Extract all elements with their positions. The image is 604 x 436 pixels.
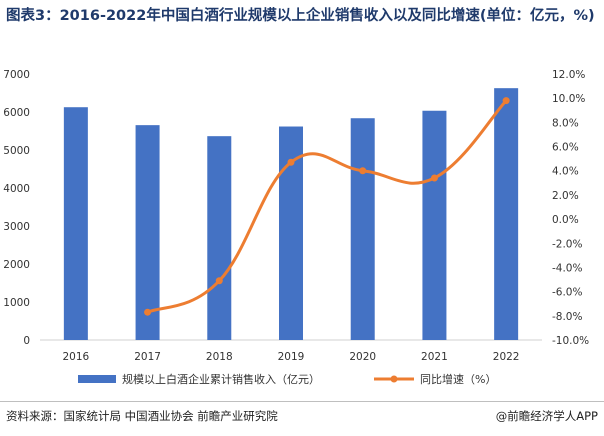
left-tick-label: 3000 [3,221,30,233]
bar-2018 [207,136,232,340]
x-tick-label: 2017 [134,351,161,363]
left-tick-label: 6000 [3,107,30,119]
right-tick-label: 12.0% [552,69,585,81]
left-tick-label: 1000 [3,297,30,309]
combo-chart: 0 1000 2000 3000 4000 5000 6000 7000 -10.0% -8.0… [3,69,589,386]
legend-line-marker [390,375,398,383]
growth-point [144,308,152,316]
left-axis: 0 1000 2000 3000 4000 5000 6000 7000 [3,69,30,347]
x-axis: 2016 2017 2018 2019 2020 2021 2022 [62,351,519,363]
x-tick-label: 2018 [206,351,233,363]
right-tick-label: -2.0% [552,238,582,250]
legend-bar-swatch [78,375,116,383]
growth-point [359,167,367,175]
right-tick-label: -8.0% [552,311,582,323]
right-tick-label: -6.0% [552,287,582,299]
right-tick-label: 4.0% [552,166,579,178]
bar-2020 [350,118,375,341]
x-tick-label: 2021 [421,351,448,363]
x-tick-label: 2019 [278,351,305,363]
bar-2016 [63,107,88,340]
footer-divider [0,401,604,402]
right-axis: -10.0% -8.0% -6.0% -4.0% -2.0% 0.0% 2.0% 4.0% 6.… [552,69,589,347]
left-tick-label: 7000 [3,69,30,81]
left-tick-label: 0 [23,335,30,347]
right-tick-label: 0.0% [552,214,579,226]
x-tick-label: 2020 [349,351,376,363]
bar-2022 [494,88,519,340]
legend-bar-label: 规模以上白酒企业累计销售收入（亿元） [122,372,320,386]
growth-point [502,97,510,105]
growth-point [430,174,438,182]
growth-point [287,158,295,166]
left-tick-label: 4000 [3,183,30,195]
right-tick-label: -10.0% [552,335,589,347]
line-series [144,97,510,316]
right-tick-label: 8.0% [552,117,579,129]
chart-title: 图表3：2016-2022年中国白酒行业规模以上企业销售收入以及同比增速(单位：… [6,8,595,24]
bar-2017 [135,125,160,340]
legend-line-label: 同比增速（%） [420,372,496,386]
right-tick-label: -4.0% [552,262,582,274]
x-tick-label: 2022 [493,351,520,363]
right-tick-label: 10.0% [552,93,585,105]
right-tick-label: 2.0% [552,190,579,202]
brand-credit: @前瞻经济学人APP [495,409,598,423]
left-tick-label: 2000 [3,259,30,271]
left-tick-label: 5000 [3,145,30,157]
growth-point [215,277,223,285]
bar-series [63,88,519,341]
growth-line [146,99,508,314]
legend: 规模以上白酒企业累计销售收入（亿元） 同比增速（%） [78,372,496,386]
source-note: 资料来源：国家统计局 中国酒业协会 前瞻产业研究院 [6,409,278,423]
bar-2021 [422,110,447,340]
x-tick-label: 2016 [62,351,89,363]
right-tick-label: 6.0% [552,142,579,154]
